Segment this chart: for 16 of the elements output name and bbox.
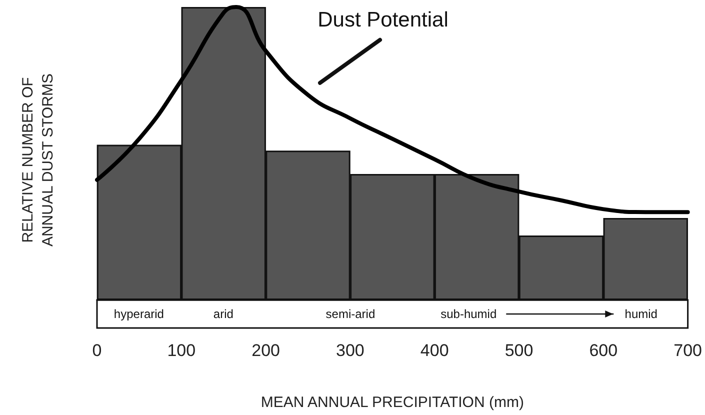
text: semi-arid bbox=[326, 307, 376, 321]
x-tick-label: 500 bbox=[504, 341, 534, 360]
x-axis-title: MEAN ANNUAL PRECIPITATION (mm) bbox=[260, 394, 524, 411]
y-axis-title: RELATIVE NUMBER OF ANNUAL DUST STORMS bbox=[20, 73, 56, 247]
text: arid bbox=[213, 307, 234, 321]
x-tick-label: 100 bbox=[167, 341, 196, 360]
x-tick-label: 600 bbox=[589, 341, 618, 360]
text: Dust Potential bbox=[318, 8, 448, 32]
text: humid bbox=[624, 307, 658, 321]
x-tick-label: 0 bbox=[92, 341, 102, 360]
x-tick-label: 200 bbox=[252, 341, 280, 360]
x-tick-label: 400 bbox=[420, 341, 449, 360]
x-tick-label: 300 bbox=[336, 341, 364, 360]
text: hyperarid bbox=[114, 307, 164, 321]
text: sub-humid bbox=[440, 307, 497, 321]
x-tick-label: 700 bbox=[674, 341, 702, 360]
